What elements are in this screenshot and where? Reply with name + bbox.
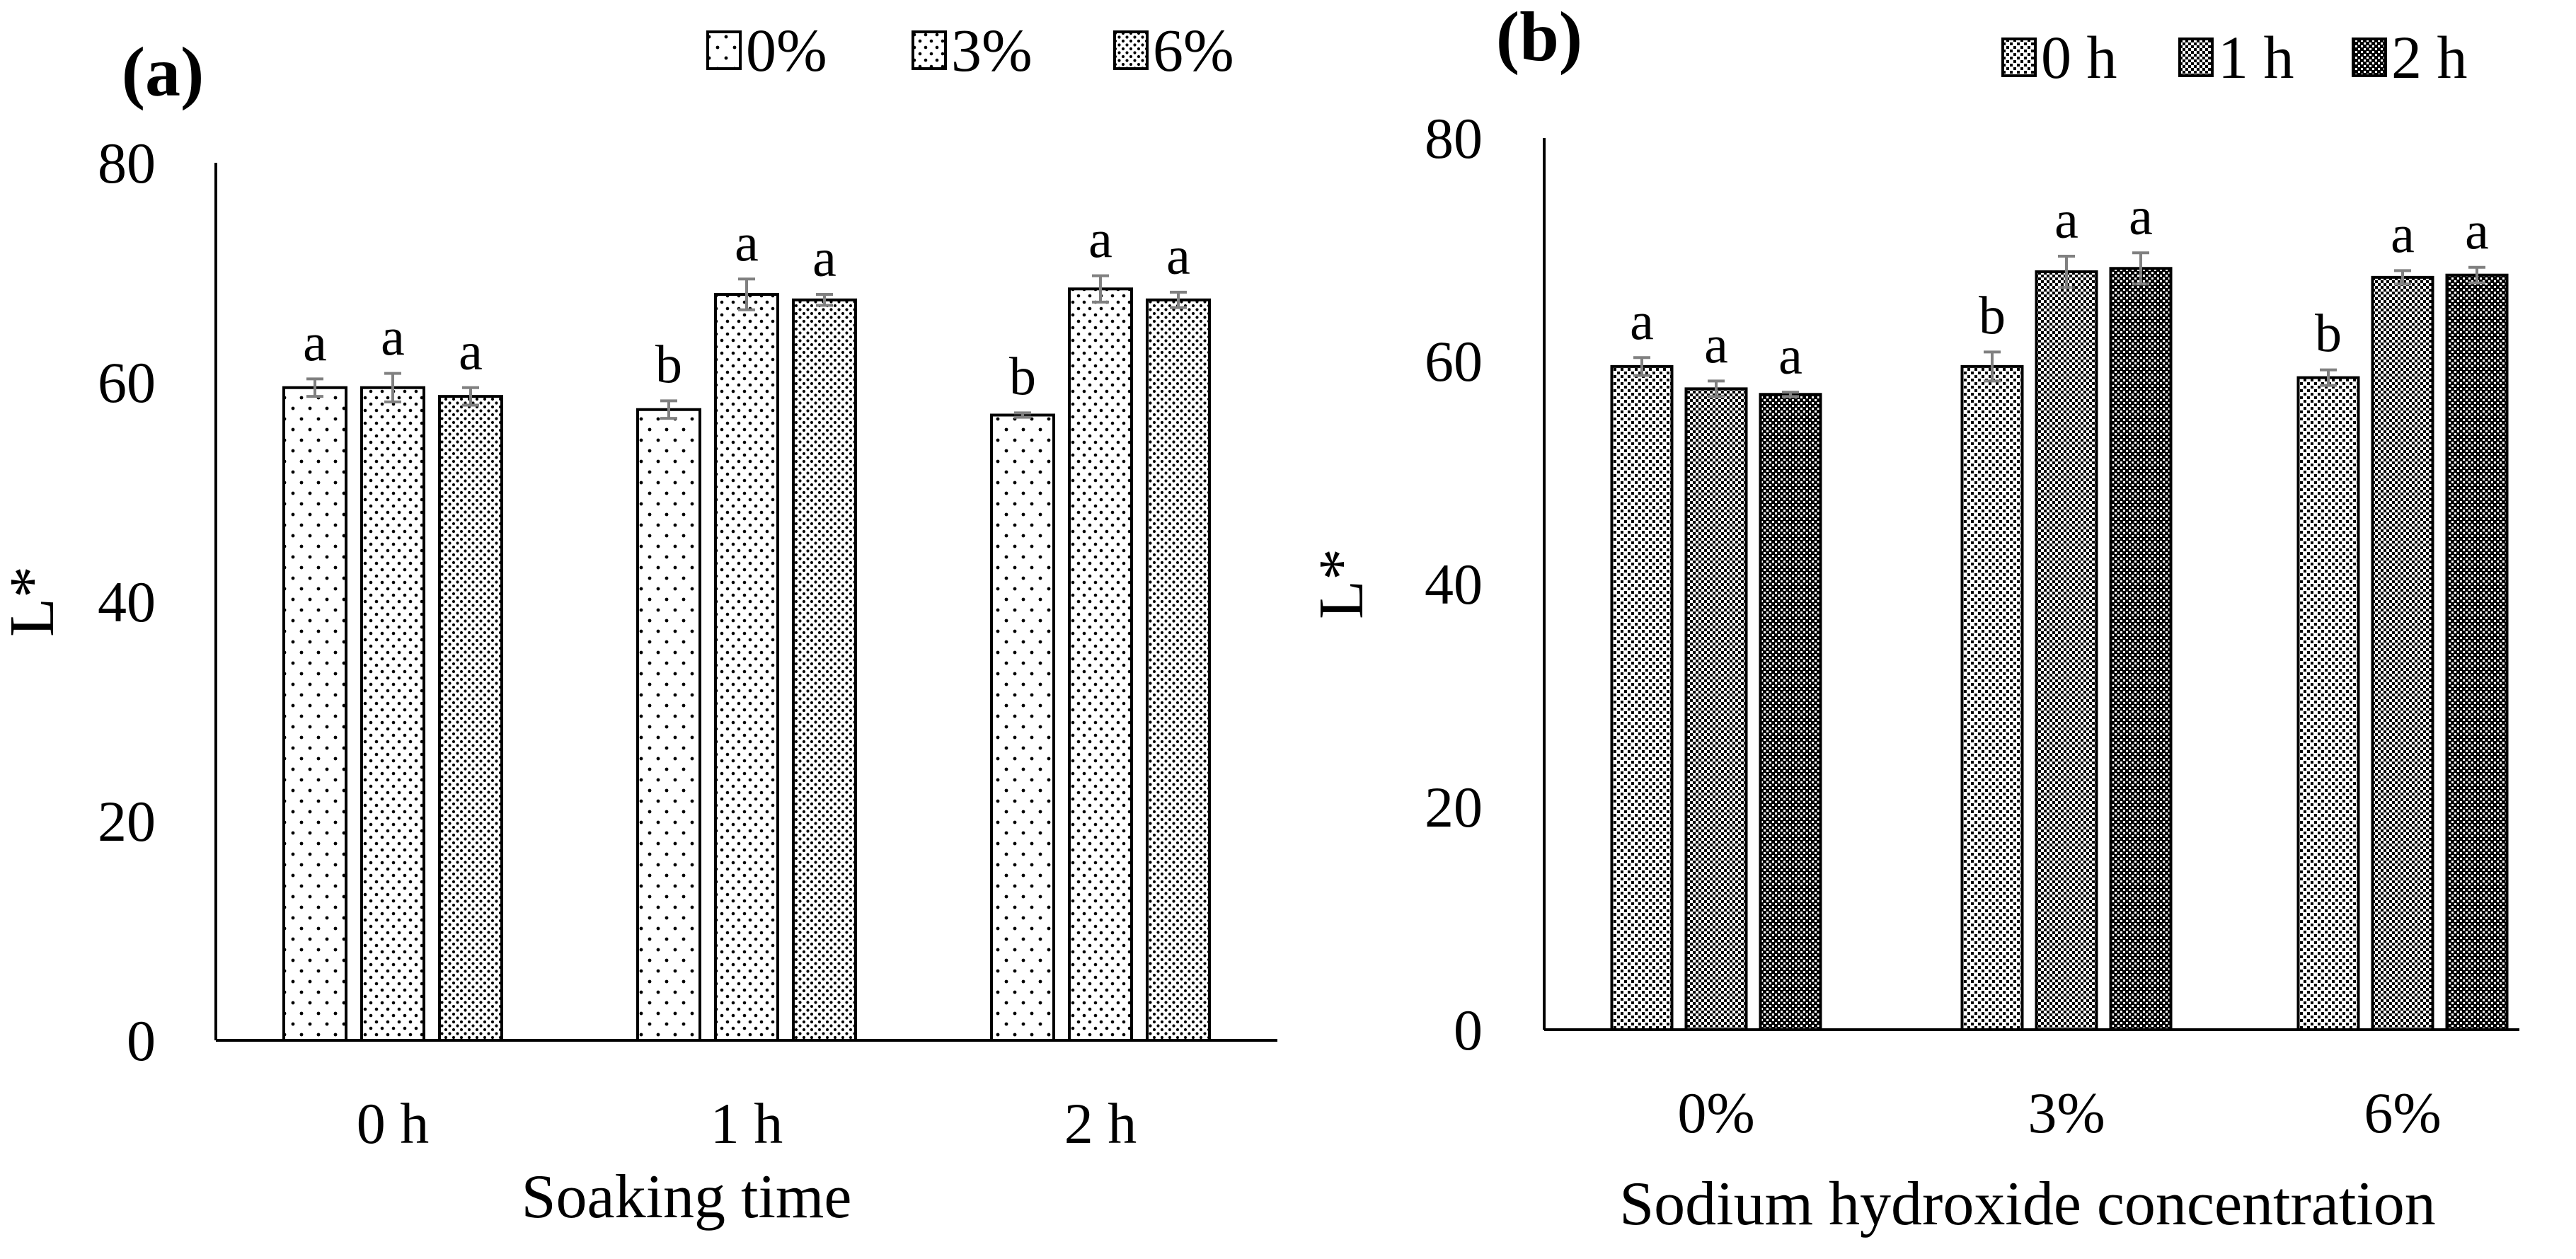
bar: [1068, 287, 1133, 1042]
bar: [2035, 270, 2098, 1031]
bar: [792, 298, 857, 1042]
bar: [438, 395, 503, 1042]
significance-letter: b: [1009, 347, 1036, 406]
panel-label-0: (a): [122, 33, 205, 111]
x-tick-label: 0%: [1677, 1081, 1754, 1145]
y-tick-label: 80: [1425, 106, 1483, 171]
x-tick-label: 1 h: [711, 1091, 783, 1156]
legend-label: 1 h: [2218, 23, 2294, 91]
legend-swatch: [912, 30, 947, 70]
bar: [360, 386, 425, 1042]
legend-label: 0%: [746, 16, 827, 84]
bar: [282, 386, 347, 1042]
legend-swatch: [706, 30, 742, 70]
x-tick-label: 0 h: [357, 1091, 430, 1156]
bar: [2296, 376, 2360, 1031]
bar: [2109, 267, 2173, 1031]
bar: [990, 413, 1055, 1042]
x-tick-label: 2 h: [1064, 1091, 1137, 1156]
bar: [2371, 275, 2434, 1031]
significance-letter: b: [2315, 304, 2342, 364]
bar: [1960, 364, 2024, 1031]
significance-letter: a: [2129, 187, 2153, 246]
significance-letter: a: [1166, 226, 1190, 286]
y-tick-label: 20: [1425, 775, 1483, 839]
y-tick-label: 40: [98, 570, 156, 634]
y-tick-label: 0: [127, 1008, 156, 1073]
significance-letter: b: [1979, 286, 2006, 345]
legend-label: 3%: [951, 16, 1033, 84]
significance-letter: a: [2465, 202, 2489, 261]
bar: [1759, 393, 1822, 1031]
significance-letter: a: [459, 322, 483, 381]
bar: [2445, 273, 2509, 1032]
panel-label-1: (b): [1496, 0, 1582, 76]
significance-letter: a: [1630, 292, 1654, 351]
significance-letter: a: [735, 213, 759, 272]
bar: [1610, 364, 1674, 1031]
legend-label: 0 h: [2041, 23, 2117, 91]
y-tick-label: 60: [1425, 329, 1483, 393]
significance-letter: a: [1088, 210, 1112, 270]
bar: [714, 293, 779, 1042]
significance-letter: a: [2391, 205, 2415, 264]
y-tick-label: 40: [1425, 552, 1483, 616]
significance-letter: a: [303, 313, 327, 372]
bar: [636, 408, 701, 1042]
bar: [1146, 298, 1211, 1042]
legend-label: 6%: [1153, 16, 1234, 84]
legend-swatch: [2178, 38, 2214, 77]
x-tick-label: 6%: [2364, 1081, 2441, 1145]
y-axis-label-1: L*: [1306, 548, 1376, 619]
x-tick-label: 3%: [2028, 1081, 2105, 1145]
x-axis-label-0: Soaking time: [522, 1163, 852, 1231]
significance-letter: a: [2054, 190, 2078, 250]
legend-swatch: [2001, 38, 2037, 77]
y-tick-label: 60: [98, 350, 156, 415]
y-tick-label: 20: [98, 789, 156, 853]
bar: [1684, 387, 1748, 1031]
y-tick-label: 0: [1454, 998, 1483, 1062]
significance-letter: a: [381, 308, 405, 367]
legend-label: 2 h: [2391, 23, 2468, 91]
significance-letter: b: [655, 335, 682, 394]
significance-letter: a: [1704, 315, 1728, 374]
legend-swatch: [1113, 30, 1149, 70]
legend-swatch: [2352, 38, 2387, 77]
y-axis-label-0: L*: [0, 566, 67, 637]
y-tick-label: 80: [98, 131, 156, 195]
significance-letter: a: [812, 229, 836, 288]
significance-letter: a: [1778, 326, 1802, 386]
x-axis-label-1: Sodium hydroxide concentration: [1619, 1170, 2436, 1238]
